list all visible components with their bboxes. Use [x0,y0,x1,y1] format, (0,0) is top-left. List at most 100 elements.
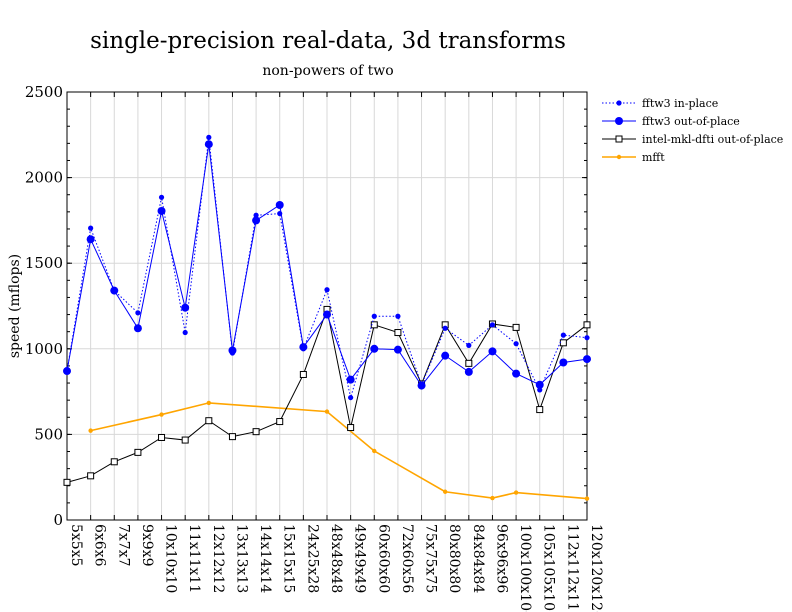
x-tick-label: 11x11x11 [186,524,202,593]
data-point [88,428,93,433]
data-point [442,489,448,494]
data-point [465,359,473,367]
data-point [63,478,71,486]
data-point [441,351,450,360]
data-point [181,436,189,444]
x-tick-label: 100x100x100 [517,524,533,612]
data-point [110,458,118,466]
x-tick-label: 15x15x15 [281,524,297,593]
y-tick-label: 500 [34,425,63,443]
x-tick-label: 24x25x28 [304,524,320,593]
legend-label: mfft [642,151,665,164]
chart-subtitle: non-powers of two [262,63,394,79]
data-point [277,210,283,217]
x-tick-label: 6x6x6 [92,524,108,567]
data-point [395,313,401,319]
data-point [466,342,472,348]
x-tick-label: 75x75x75 [423,524,439,593]
data-point [252,216,261,225]
data-point [489,322,496,328]
data-point [228,433,236,441]
data-point [615,135,623,143]
data-point [584,496,590,501]
data-point [86,235,95,244]
data-point [559,339,567,347]
data-point [583,321,591,329]
legend-label: fftw3 in-place [642,97,718,110]
chart-title: single-precision real-data, 3d transform… [90,28,566,54]
data-point [537,387,543,393]
legend-item: mfft [602,151,665,164]
data-point [616,154,622,160]
y-axis-label: speed (mflops) [7,254,23,358]
x-tick-label: 120x120x120 [588,524,604,612]
y-tick-label: 1500 [25,254,63,272]
data-point [300,346,306,352]
series-fftw3-out-of-place [63,140,591,390]
series-line [90,402,588,500]
data-point [206,400,212,406]
data-point [111,287,117,294]
data-point [418,382,425,388]
x-tick-label: 13x13x13 [233,524,249,593]
x-tick-label: 105x105x105 [541,524,557,612]
data-point [513,490,519,495]
x-tick-label: 84x84x84 [470,524,486,593]
data-point [559,358,568,367]
data-point [393,345,402,354]
data-point [536,406,544,414]
data-point [371,313,377,319]
x-tick-label: 80x80x80 [446,524,462,593]
y-tick-label: 1000 [25,340,63,358]
data-point [442,325,448,331]
x-tick-label: 49x49x49 [352,524,368,593]
data-point [583,355,591,364]
data-point [135,310,141,316]
x-tick-label: 9x9x9 [139,524,155,567]
data-point [490,495,495,501]
data-point [64,368,70,374]
series-mfft [88,400,590,501]
x-tick-label: 12x12x12 [210,524,226,593]
data-point [394,329,402,337]
data-point [348,394,354,401]
data-point [204,140,213,149]
x-tick-label: 10x10x10 [163,524,179,593]
x-tick-label: 112x112x112 [564,524,580,612]
y-tick-label: 2000 [25,169,63,187]
data-point [252,428,260,436]
legend-label: fftw3 out-of-place [642,115,740,128]
data-point [276,418,284,426]
x-tick-label: 96x96x96 [493,524,509,593]
data-point [158,194,165,200]
legend: fftw3 in-place fftw3 out-of-place intel-mk… [602,97,783,164]
data-point [159,412,164,417]
legend-item: intel-mkl-dfti out-of-place [602,133,783,146]
legend-item: fftw3 out-of-place [602,115,740,128]
data-point [512,323,520,331]
data-point [299,370,307,378]
data-point [513,341,519,347]
data-point [133,324,142,333]
x-tick-label: 5x5x5 [68,524,84,567]
data-point [560,332,566,338]
data-point [87,472,95,480]
data-point [181,303,190,312]
data-point [584,335,590,341]
data-point [324,409,330,414]
data-point [616,100,622,106]
legend-item: fftw3 in-place [602,97,718,110]
data-point [512,369,521,378]
data-point [347,424,355,432]
data-point [464,367,473,376]
x-tick-label: 60x60x60 [375,524,391,593]
data-point [134,448,142,456]
data-point [253,212,259,218]
data-point [346,375,355,384]
data-point [370,344,379,353]
x-tick-label: 48x48x48 [328,524,344,593]
y-tick-label: 2500 [25,83,63,101]
data-point [275,200,284,209]
data-point [88,225,94,231]
data-point [206,134,212,140]
